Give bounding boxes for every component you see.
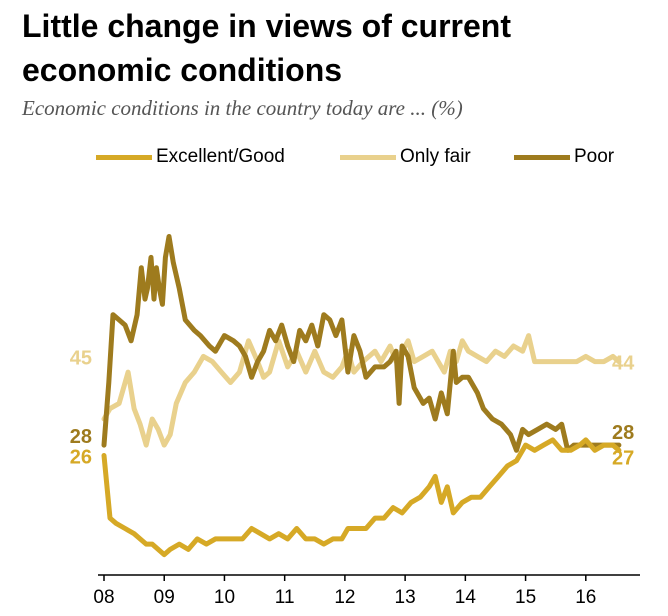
chart-legend: Excellent/Good Only fair Poor [0, 142, 668, 172]
x-tick-label: 16 [575, 587, 596, 608]
legend-item-poor: Poor [514, 142, 614, 172]
x-tick-label: 11 [275, 587, 295, 608]
chart-subtitle: Economic conditions in the country today… [22, 96, 463, 120]
legend-item-only-fair: Only fair [340, 142, 471, 172]
start-label-only-fair: 45 [70, 347, 92, 369]
chart-title: Little change in views of current econom… [22, 8, 511, 88]
x-axis: 08 09 10 11 12 13 14 15 16 [93, 574, 640, 608]
legend-swatch-only-fair [340, 154, 396, 160]
legend-item-excellent-good: Excellent/Good [96, 142, 285, 172]
legend-label-only-fair: Only fair [400, 146, 471, 167]
series-line-excellent-good [101, 437, 622, 558]
end-label-only-fair: 44 [612, 353, 635, 375]
x-tick-label: 12 [334, 587, 355, 608]
legend-swatch-excellent-good [96, 154, 152, 160]
series-line-only-fair [101, 333, 622, 448]
start-label-excellent-good: 26 [70, 447, 92, 469]
x-tick-label: 13 [395, 587, 416, 608]
x-tick-label: 15 [515, 587, 536, 608]
series-layer [101, 234, 622, 558]
legend-label-excellent-good: Excellent/Good [156, 146, 285, 167]
x-tick-label: 08 [93, 587, 114, 608]
end-label-poor: 28 [612, 422, 634, 444]
start-label-poor: 28 [70, 426, 92, 448]
series-line-poor [101, 234, 622, 453]
end-label-excellent-good: 27 [612, 447, 634, 469]
x-tick-label: 10 [214, 587, 235, 608]
x-tick-label: 14 [455, 587, 477, 608]
legend-swatch-poor [514, 154, 570, 160]
x-tick-label: 09 [154, 587, 175, 608]
legend-label-poor: Poor [574, 146, 615, 167]
